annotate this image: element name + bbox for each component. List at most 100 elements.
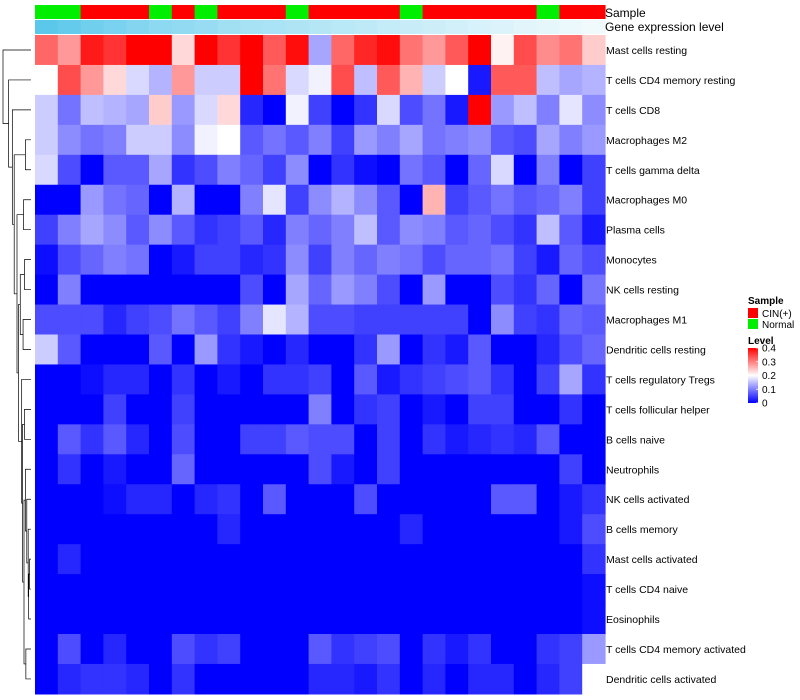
heatmap-cell: [582, 454, 606, 485]
heatmap-cell: [513, 214, 538, 246]
heatmap-cell: [582, 484, 606, 515]
heatmap-cell: [57, 94, 82, 126]
heatmap-cell: [513, 634, 538, 665]
heatmap-cell: [285, 663, 310, 695]
heatmap-cell: [582, 663, 606, 695]
heatmap-cell: [217, 634, 241, 665]
expression-cell-12: [308, 20, 332, 34]
heatmap-cell: [240, 604, 264, 635]
heatmap-cell: [35, 124, 59, 156]
heatmap-cell: [171, 334, 196, 366]
heatmap-cell: [468, 484, 492, 515]
heatmap-cell: [263, 574, 287, 605]
expression-cell-4: [126, 20, 150, 34]
heatmap-cell: [35, 424, 59, 455]
heatmap-cell: [399, 334, 424, 366]
heatmap-cell: [217, 424, 241, 455]
heatmap-cell: [171, 424, 196, 455]
sample-cell-11: [285, 5, 310, 19]
heatmap-cell: [513, 424, 538, 455]
heatmap-cell: [80, 154, 104, 186]
heatmap-cell: [377, 544, 401, 575]
heatmap-cell: [171, 214, 196, 246]
sample-cell-15: [377, 5, 401, 19]
heatmap-cell: [422, 634, 446, 665]
legend-level-tick-label: 0.1: [762, 385, 776, 396]
heatmap-cell: [285, 94, 310, 126]
heatmap-cell: [582, 574, 606, 605]
heatmap-cell: [194, 574, 218, 605]
heatmap-cell: [559, 634, 583, 665]
heatmap-cell: [422, 364, 446, 395]
sample-cell-20: [491, 5, 515, 19]
heatmap-cell: [399, 394, 424, 425]
heatmap-cell: [149, 663, 173, 695]
heatmap-cell: [331, 334, 355, 366]
heatmap-cell: [217, 35, 241, 66]
heatmap-cell: [308, 124, 332, 156]
heatmap-cell: [240, 35, 264, 66]
heatmap-cell: [377, 214, 401, 246]
heatmap-cell: [536, 124, 560, 156]
heatmap-cell: [126, 274, 150, 306]
heatmap-cell: [331, 124, 355, 156]
expression-cell-19: [468, 20, 492, 34]
row-label: T cells regulatory Tregs: [606, 374, 715, 386]
heatmap-cell: [468, 663, 492, 695]
heatmap-cell: [377, 184, 401, 216]
heatmap-cell: [491, 574, 515, 605]
heatmap-cell: [422, 454, 446, 485]
heatmap-cell: [35, 244, 59, 276]
heatmap-cell: [308, 154, 332, 186]
heatmap-cell: [331, 154, 355, 186]
heatmap-cell: [240, 634, 264, 665]
heatmap-cell: [354, 574, 378, 605]
row-label: B cells memory: [606, 524, 679, 536]
heatmap-cell: [285, 274, 310, 306]
heatmap-cell: [80, 574, 104, 605]
legend-level-tick-label: 0.2: [762, 371, 776, 382]
heatmap-cell: [399, 454, 424, 485]
expression-cell-21: [513, 20, 538, 34]
legend-swatch-normal: [748, 319, 758, 329]
heatmap-cell: [149, 64, 173, 96]
heatmap-cell: [468, 364, 492, 395]
heatmap-cell: [217, 544, 241, 575]
dendrogram-branch: [22, 319, 31, 350]
heatmap-cell: [445, 364, 469, 395]
heatmap-cell: [308, 244, 332, 276]
row-label: T cells CD4 memory activated: [606, 644, 746, 656]
legend-level-tick-label: 0.4: [762, 344, 776, 355]
expression-cell-14: [354, 20, 378, 34]
heatmap-cell: [582, 184, 606, 216]
heatmap-cell: [285, 514, 310, 545]
heatmap-cell: [582, 514, 606, 545]
heatmap-cell: [194, 663, 218, 695]
heatmap-cell: [171, 124, 196, 156]
heatmap-cell: [126, 394, 150, 425]
heatmap-cell: [399, 484, 424, 515]
sample-cell-12: [308, 5, 332, 19]
heatmap-cell: [331, 244, 355, 276]
row-label: B cells naive: [606, 434, 665, 446]
heatmap-cell: [513, 334, 538, 366]
heatmap-cell: [263, 663, 287, 695]
heatmap-cell: [194, 514, 218, 545]
heatmap-cell: [308, 274, 332, 306]
heatmap-cell: [354, 634, 378, 665]
heatmap-cell: [354, 124, 378, 156]
heatmap-cell: [126, 604, 150, 635]
heatmap-cell: [149, 304, 173, 336]
heatmap-cells: [35, 35, 606, 695]
heatmap-cell: [57, 64, 82, 96]
dendrogram-branch: [23, 199, 31, 231]
heatmap-cell: [217, 274, 241, 306]
heatmap-cell: [308, 304, 332, 336]
heatmap-cell: [422, 35, 446, 66]
heatmap-cell: [422, 574, 446, 605]
row-label: Mast cells activated: [606, 554, 698, 566]
heatmap-cell: [308, 334, 332, 366]
heatmap-cell: [422, 124, 446, 156]
heatmap-cell: [354, 274, 378, 306]
